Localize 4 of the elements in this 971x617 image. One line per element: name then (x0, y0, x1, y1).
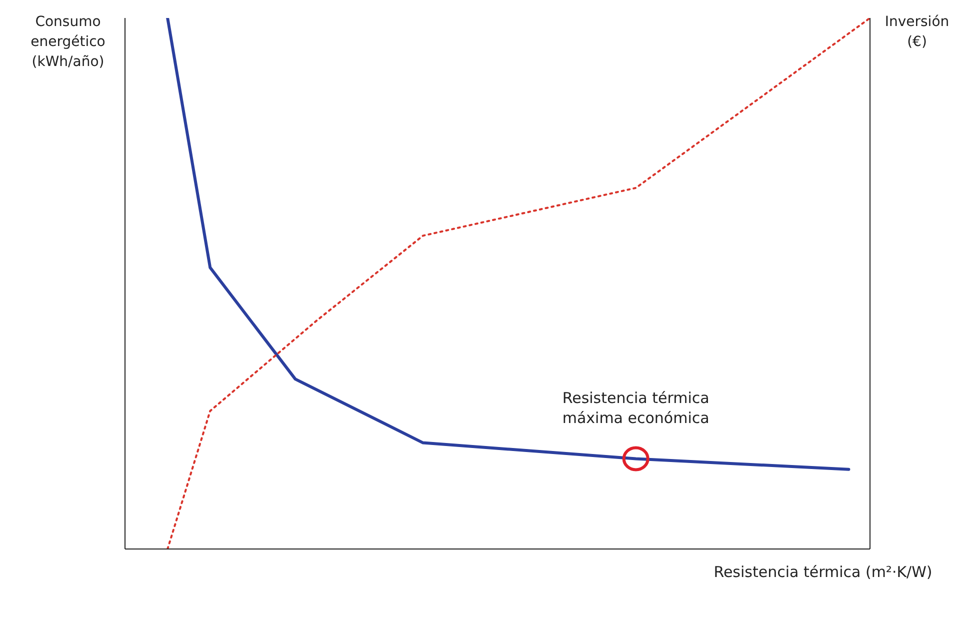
annotation: Resistencia térmica máxima económica (561, 388, 710, 428)
x-axis-title: Resistencia térmica (m²·K/W) (712, 562, 934, 582)
y-axis-title: Consumo energético (kWh/año) (30, 13, 106, 72)
y2-axis-title: Inversión (€) (884, 13, 950, 52)
